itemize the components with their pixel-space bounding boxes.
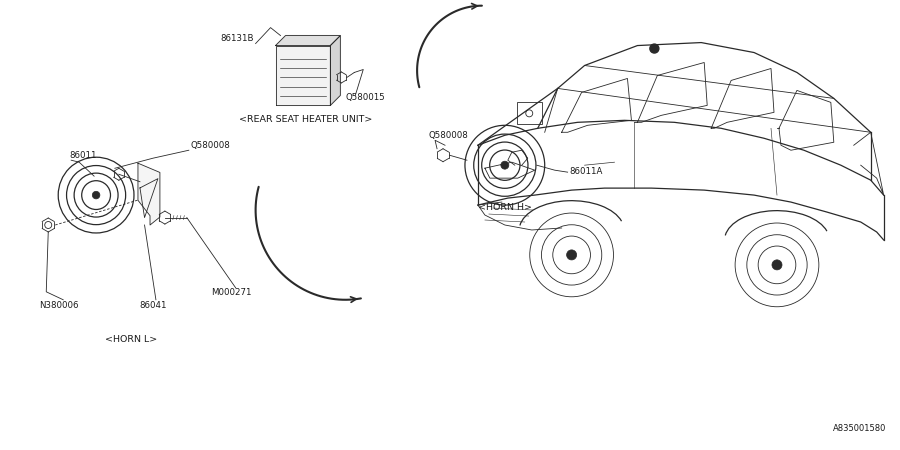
Circle shape (772, 260, 782, 270)
Text: Q580008: Q580008 (428, 131, 468, 140)
Polygon shape (275, 36, 340, 45)
Circle shape (93, 191, 100, 199)
Text: 86041: 86041 (139, 301, 166, 310)
Text: <HORN H>: <HORN H> (478, 203, 532, 212)
Polygon shape (330, 36, 340, 105)
Text: 86131B: 86131B (220, 34, 254, 43)
Text: Q580008: Q580008 (191, 141, 230, 150)
Text: A835001580: A835001580 (833, 424, 886, 433)
Text: Q580015: Q580015 (346, 94, 385, 103)
Text: N380006: N380006 (40, 301, 79, 310)
Polygon shape (275, 45, 330, 105)
Text: 86011A: 86011A (570, 167, 603, 176)
Text: 86011: 86011 (69, 151, 96, 160)
Circle shape (650, 44, 659, 53)
Text: <REAR SEAT HEATER UNIT>: <REAR SEAT HEATER UNIT> (238, 115, 372, 124)
Text: M000271: M000271 (211, 288, 251, 297)
Polygon shape (138, 163, 160, 225)
Text: <HORN L>: <HORN L> (105, 335, 158, 344)
Circle shape (500, 161, 508, 169)
Circle shape (567, 250, 577, 260)
